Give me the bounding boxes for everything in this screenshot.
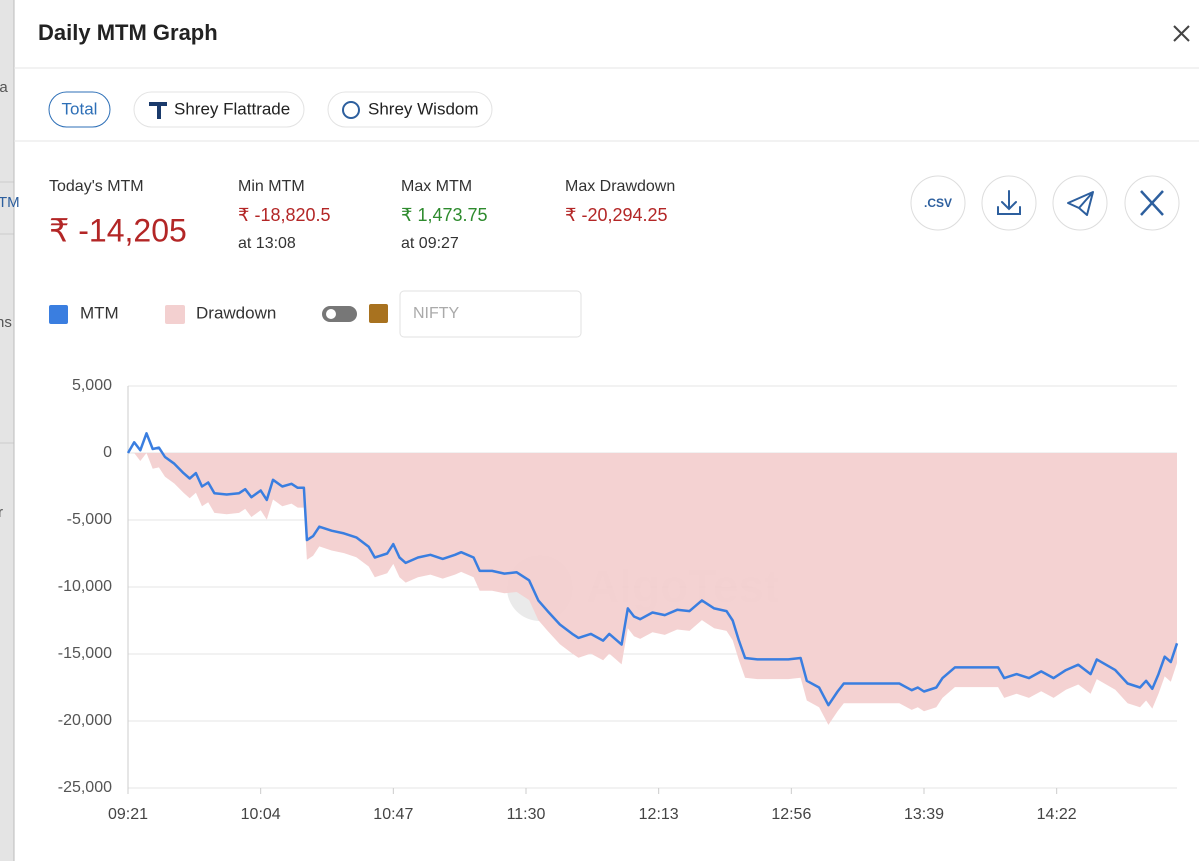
x-icon [1140, 190, 1164, 216]
y-tick-label: -10,000 [58, 578, 112, 595]
legend-swatch [49, 305, 68, 324]
nifty-color[interactable] [369, 304, 388, 323]
legend-label: Drawdown [196, 303, 276, 322]
y-tick-label: -25,000 [58, 779, 112, 796]
tab-label: Total [62, 99, 98, 118]
tab-label: Shrey Wisdom [368, 99, 479, 118]
y-tick-label: -5,000 [67, 511, 112, 528]
stat-note: at 13:08 [238, 235, 296, 252]
stat-label: Min MTM [238, 178, 305, 195]
legend-swatch [165, 305, 185, 324]
toggle-knob [326, 309, 336, 319]
background-text: TM [0, 194, 20, 211]
stat-note: at 09:27 [401, 235, 459, 252]
y-tick-label: 5,000 [72, 377, 112, 394]
tab-label: Shrey Flattrade [174, 99, 290, 118]
x-tick-label: 13:39 [904, 806, 944, 823]
x-tick-label: 10:04 [241, 806, 281, 823]
dialog-title: Daily MTM Graph [38, 20, 218, 45]
tab[interactable] [327, 91, 493, 128]
broker-icon [342, 101, 360, 119]
telegram-button[interactable] [1052, 175, 1108, 231]
mtm-line [126, 432, 1179, 707]
telegram-icon [1067, 191, 1094, 216]
background-text: la [0, 79, 8, 96]
x-tick-label: 12:56 [771, 806, 811, 823]
download-icon [997, 190, 1021, 215]
tab[interactable] [133, 91, 305, 128]
tab[interactable] [48, 91, 111, 128]
stat-value: ₹ -14,205 [49, 212, 187, 248]
close-button[interactable] [1173, 25, 1190, 42]
drawdown-area [128, 453, 1177, 725]
csv-label: .CSV [924, 196, 952, 210]
stat-value: ₹ 1,473.75 [401, 205, 488, 225]
broker-icon [149, 102, 167, 119]
x-tick-label: 09:21 [108, 806, 148, 823]
y-tick-label: -15,000 [58, 645, 112, 662]
stat-label: Max MTM [401, 178, 472, 195]
dialog [14, 0, 1199, 861]
stat-label: Max Drawdown [565, 178, 675, 195]
stat-label: Today's MTM [49, 178, 144, 195]
background-text: r [0, 504, 3, 521]
backdrop [0, 0, 14, 861]
csv-button[interactable] [910, 175, 966, 231]
x-tick-label: 14:22 [1037, 806, 1077, 823]
x-tick-label: 10:47 [373, 806, 413, 823]
x-tick-label: 11:30 [507, 806, 546, 823]
y-tick-label: -20,000 [58, 712, 112, 729]
nifty-input[interactable] [399, 290, 582, 338]
background-text: ns [0, 314, 12, 331]
legend-label: MTM [80, 303, 119, 322]
stat-value: ₹ -18,820.5 [238, 205, 331, 225]
x-tick-label: 12:13 [639, 806, 679, 823]
stat-value: ₹ -20,294.25 [565, 205, 668, 225]
chart: 5,000 0 -5,000 -10,000 -15,000 -20,000 -25,000… [58, 377, 1179, 823]
input-placeholder: NIFTY [413, 305, 460, 322]
y-tick-label: 0 [103, 444, 112, 461]
